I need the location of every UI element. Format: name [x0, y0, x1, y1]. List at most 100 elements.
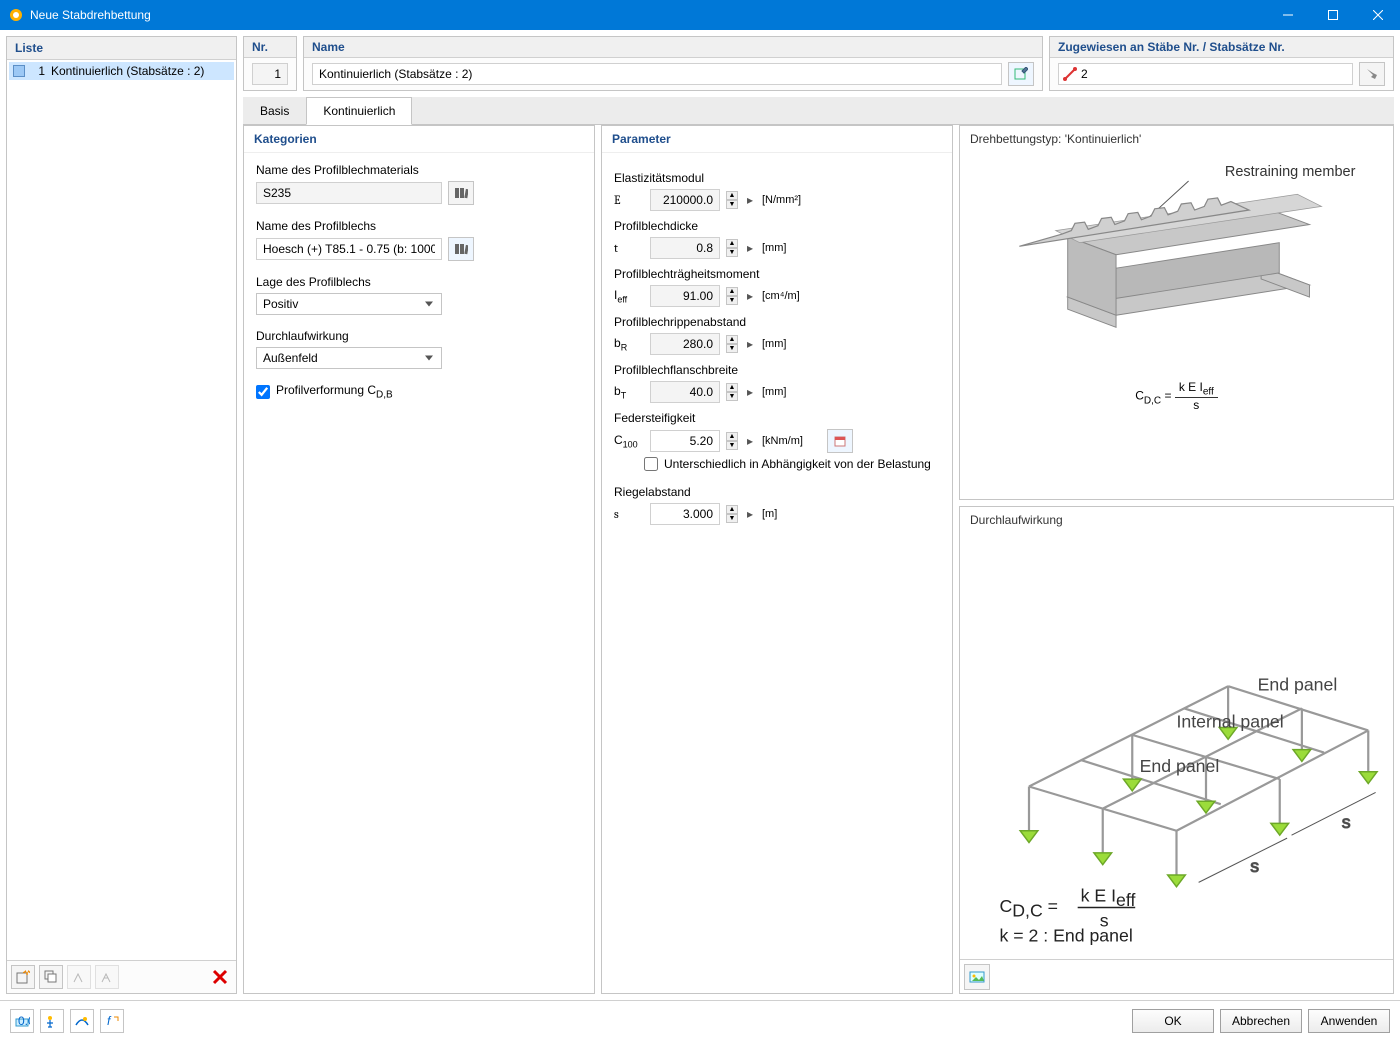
load-dependent-label: Unterschiedlich in Abhängigkeit von der …	[664, 457, 931, 471]
c-input[interactable]	[650, 430, 720, 452]
c-spinner[interactable]: ▲▼	[726, 432, 738, 450]
material-library-button[interactable]	[448, 181, 474, 205]
svg-text:k = 2 : End panel: k = 2 : End panel	[1000, 926, 1133, 946]
s-spinner[interactable]: ▲▼	[726, 505, 738, 523]
i-spinner[interactable]: ▲▼	[726, 287, 738, 305]
c-symbol: C100	[614, 433, 644, 449]
svg-text:✲: ✲	[22, 970, 30, 978]
name-box: Name	[303, 36, 1043, 91]
bt-input[interactable]	[650, 381, 720, 403]
e-input[interactable]	[650, 189, 720, 211]
svg-text:Restraining member: Restraining member	[1225, 164, 1356, 180]
t-symbol: t	[614, 241, 644, 255]
list-item-number: 1	[31, 64, 45, 78]
list-body: 1 Kontinuierlich (Stabsätze : 2)	[7, 60, 236, 960]
list-panel: Liste 1 Kontinuierlich (Stabsätze : 2) ✲	[6, 36, 237, 994]
load-dependent-checkbox[interactable]	[644, 457, 658, 471]
s-label: Riegelabstand	[614, 485, 940, 499]
position-select[interactable]: Positiv	[256, 293, 442, 315]
br-label: Profilblechrippenabstand	[614, 315, 940, 329]
categories-header: Kategorien	[244, 126, 594, 153]
tool-button-1[interactable]	[67, 965, 91, 989]
parameter-panel: Parameter Elastizitätsmodul E ▲▼ ▸ [N/mm…	[601, 125, 953, 994]
name-input[interactable]	[312, 63, 1002, 85]
dialog-footer: 0.00 f OK Abbrechen Anwenden	[0, 1000, 1400, 1040]
tab-bar: Basis Kontinuierlich	[243, 97, 1394, 125]
i-input[interactable]	[650, 285, 720, 307]
edit-name-button[interactable]	[1008, 62, 1034, 86]
profile-input[interactable]	[256, 238, 442, 260]
deformation-checkbox[interactable]	[256, 385, 270, 399]
t-step-button[interactable]: ▸	[744, 241, 756, 255]
i-label: Profilblechträgheitsmoment	[614, 267, 940, 281]
parameter-header: Parameter	[602, 126, 952, 153]
footer-tool-3[interactable]	[70, 1009, 94, 1033]
i-step-button[interactable]: ▸	[744, 289, 756, 303]
t-unit: [mm]	[762, 242, 786, 254]
assign-box: Zugewiesen an Stäbe Nr. / Stabsätze Nr.	[1049, 36, 1394, 91]
list-toolbar: ✲	[7, 960, 236, 993]
profile-label: Name des Profilblechs	[256, 219, 582, 233]
br-spinner[interactable]: ▲▼	[726, 335, 738, 353]
e-spinner[interactable]: ▲▼	[726, 191, 738, 209]
member-icon	[1063, 67, 1077, 81]
list-header: Liste	[7, 37, 236, 60]
material-label: Name des Profilblechmaterials	[256, 163, 582, 177]
continuity-label: Durchlaufwirkung	[256, 329, 582, 343]
s-input[interactable]	[650, 503, 720, 525]
footer-tool-1[interactable]: 0.00	[10, 1009, 34, 1033]
svg-text:0.00: 0.00	[18, 1014, 30, 1028]
number-input[interactable]	[252, 63, 288, 85]
list-item[interactable]: 1 Kontinuierlich (Stabsätze : 2)	[9, 62, 234, 80]
info-continuity-panel: Durchlaufwirkung	[959, 506, 1394, 994]
profile-library-button[interactable]	[448, 237, 474, 261]
bt-symbol: bT	[614, 384, 644, 400]
br-symbol: bR	[614, 336, 644, 352]
maximize-button[interactable]	[1310, 0, 1355, 30]
footer-tool-4[interactable]: f	[100, 1009, 124, 1033]
beam-illustration: Restraining member	[960, 152, 1393, 412]
t-input[interactable]	[650, 237, 720, 259]
s-step-button[interactable]: ▸	[744, 507, 756, 521]
copy-item-button[interactable]	[39, 965, 63, 989]
br-unit: [mm]	[762, 338, 786, 350]
t-spinner[interactable]: ▲▼	[726, 239, 738, 257]
footer-tool-2[interactable]	[40, 1009, 64, 1033]
tool-button-2[interactable]	[95, 965, 119, 989]
bt-spinner[interactable]: ▲▼	[726, 383, 738, 401]
list-item-label: Kontinuierlich (Stabsätze : 2)	[51, 64, 204, 78]
delete-item-button[interactable]	[208, 965, 232, 989]
categories-panel: Kategorien Name des Profilblechmaterials…	[243, 125, 595, 994]
minimize-button[interactable]	[1265, 0, 1310, 30]
position-label: Lage des Profilblechs	[256, 275, 582, 289]
material-input[interactable]	[256, 182, 442, 204]
i-unit: [cm⁴/m]	[762, 290, 800, 302]
window-title: Neue Stabdrehbettung	[30, 8, 1265, 22]
close-button[interactable]	[1355, 0, 1400, 30]
e-step-button[interactable]: ▸	[744, 193, 756, 207]
e-label: Elastizitätsmodul	[614, 171, 940, 185]
svg-text:CD,C =: CD,C =	[1000, 896, 1059, 920]
cancel-button[interactable]: Abbrechen	[1220, 1009, 1302, 1033]
apply-button[interactable]: Anwenden	[1308, 1009, 1390, 1033]
tab-basis[interactable]: Basis	[243, 97, 306, 124]
assign-input[interactable]	[1058, 63, 1353, 85]
bt-label: Profilblechflanschbreite	[614, 363, 940, 377]
svg-text:End panel: End panel	[1140, 756, 1220, 776]
br-step-button[interactable]: ▸	[744, 337, 756, 351]
info-continuity-header: Durchlaufwirkung	[960, 507, 1393, 533]
c-step-button[interactable]: ▸	[744, 434, 756, 448]
assign-header: Zugewiesen an Stäbe Nr. / Stabsätze Nr.	[1050, 37, 1393, 58]
app-icon	[8, 7, 24, 23]
new-item-button[interactable]: ✲	[11, 965, 35, 989]
ok-button[interactable]: OK	[1132, 1009, 1214, 1033]
svg-text:k = 4 : Internal panel: k = 4 : Internal panel	[1000, 948, 1161, 949]
br-input[interactable]	[650, 333, 720, 355]
tab-kontinuierlich[interactable]: Kontinuierlich	[306, 97, 412, 125]
bt-step-button[interactable]: ▸	[744, 385, 756, 399]
info-image-button[interactable]	[964, 964, 990, 990]
c-label: Federsteifigkeit	[614, 411, 940, 425]
pick-members-button[interactable]	[1359, 62, 1385, 86]
continuity-select[interactable]: Außenfeld	[256, 347, 442, 369]
c-context-button[interactable]	[827, 429, 853, 453]
